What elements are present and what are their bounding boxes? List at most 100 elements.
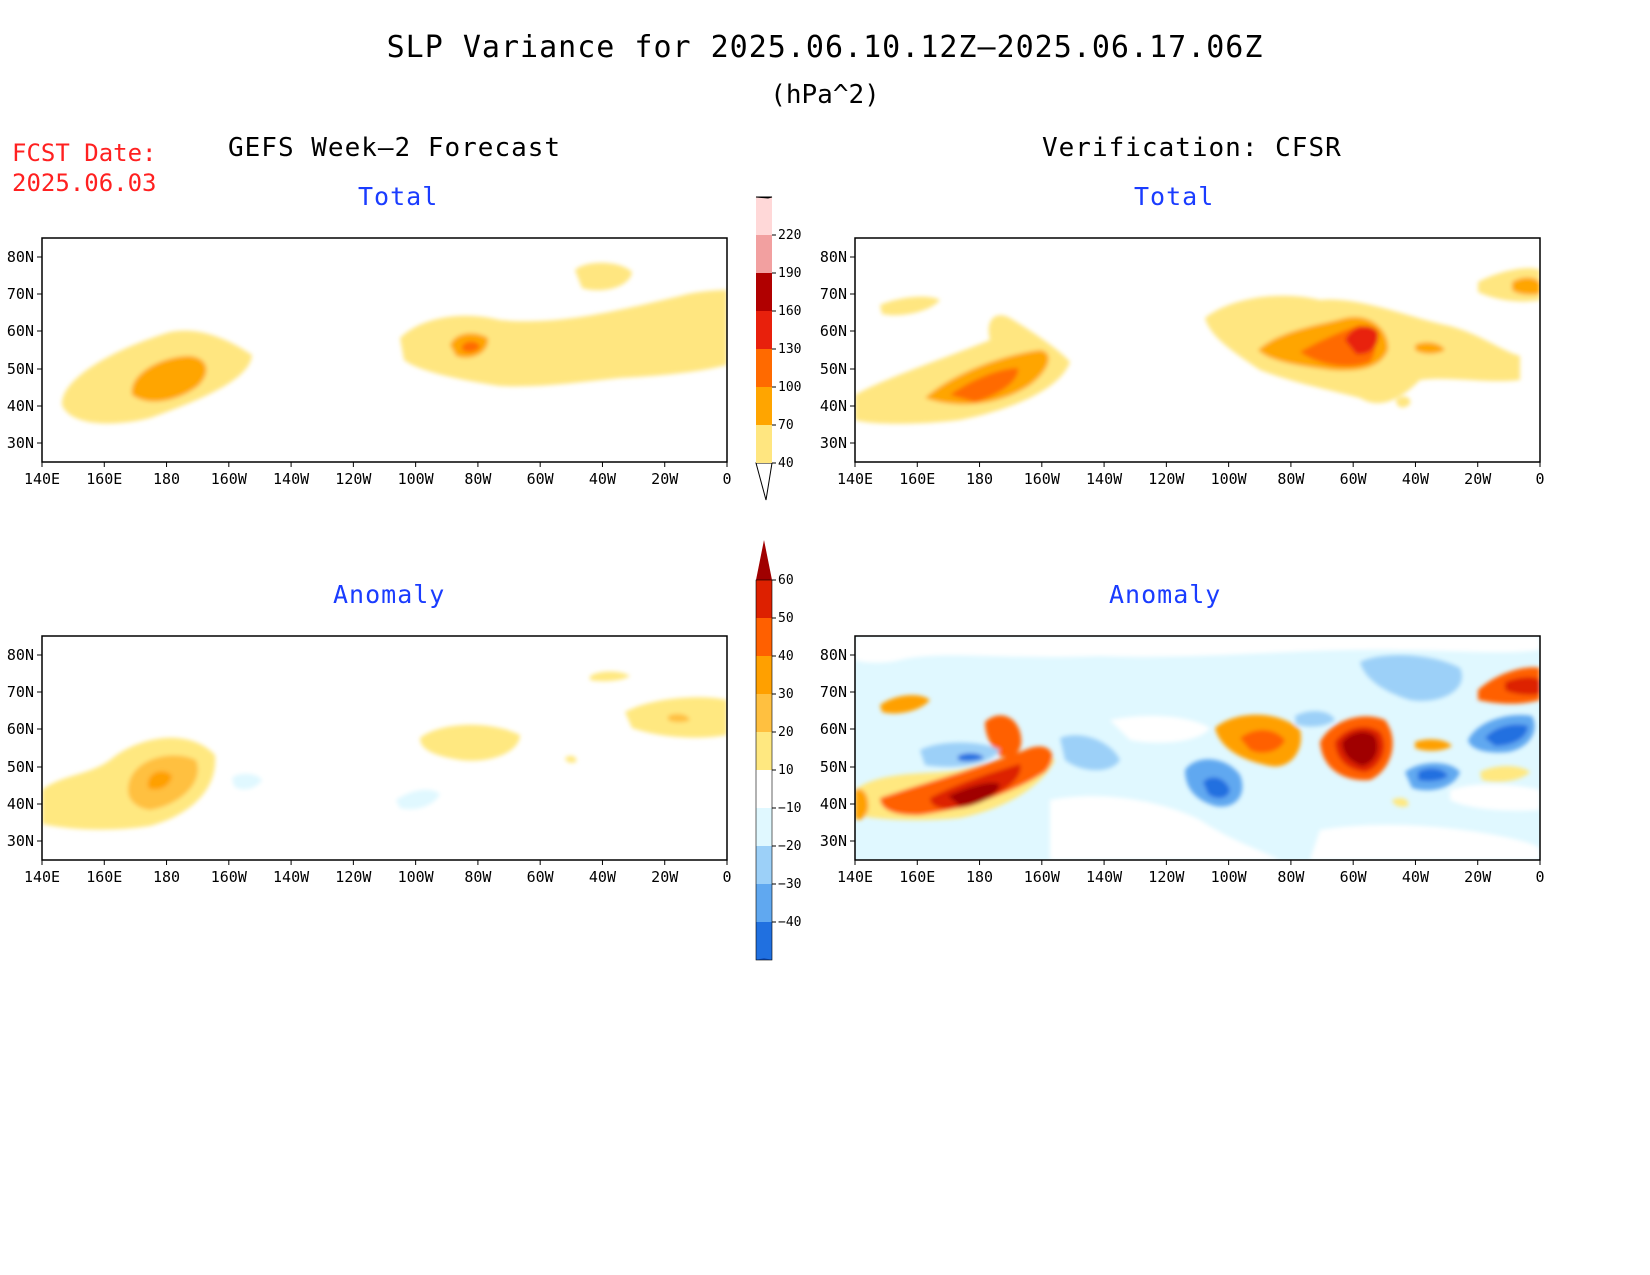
- verification-anomaly-lon-label: 160W: [1024, 868, 1061, 886]
- anomaly-colorbar: 60 50 40 30 20 10 −10 −20 −30 −40: [755, 540, 801, 961]
- verification-anomaly-lat-label: 60N: [820, 720, 847, 738]
- forecast-date-label: FCST Date:: [12, 139, 157, 167]
- colorbar-total-label: 190: [778, 266, 801, 281]
- colorbar-total-swatch: [756, 387, 772, 425]
- verification-anomaly-lon-label: 140E: [837, 868, 873, 886]
- forecast-total-map: [41, 237, 728, 463]
- total-colorbar: 40 70 100 130 160 190 220: [755, 196, 801, 501]
- verification-anomaly-lon-label: 120W: [1148, 868, 1185, 886]
- forecast-anomaly-lon-label: 120W: [335, 868, 372, 886]
- verification-total-title: Total: [1134, 182, 1215, 211]
- colorbar-total-label: 100: [778, 380, 801, 395]
- verification-anomaly-lon-label: 20W: [1464, 868, 1492, 886]
- forecast-total-lat-label: 50N: [7, 360, 34, 378]
- colorbar-anomaly-swatch: [756, 808, 772, 846]
- colorbar-anomaly-swatch: [756, 846, 772, 884]
- colorbar-anomaly-label: 10: [778, 763, 794, 778]
- forecast-total-lon-label: 100W: [398, 470, 435, 488]
- colorbar-total-swatch: [756, 349, 772, 387]
- forecast-anomaly-lon-label: 100W: [398, 868, 435, 886]
- colorbar-anomaly-label: −40: [778, 915, 801, 930]
- colorbar-anomaly-label: 30: [778, 687, 794, 702]
- verification-total-lat-label: 60N: [820, 322, 847, 340]
- colorbar-total-label: 160: [778, 304, 801, 319]
- verification-total-lat-label: 70N: [820, 285, 847, 303]
- verification-total-lon-label: 120W: [1148, 470, 1185, 488]
- verification-total-lon-label: 180: [966, 470, 993, 488]
- verification-anomaly-lat-label: 30N: [820, 832, 847, 850]
- forecast-anomaly-lon-label: 80W: [464, 868, 492, 886]
- forecast-anomaly-lon-label: 40W: [589, 868, 617, 886]
- forecast-anomaly-lon-label: 0: [722, 868, 731, 886]
- verification-anomaly-lon-label: 60W: [1340, 868, 1368, 886]
- verification-anomaly-lon-label: 160E: [899, 868, 935, 886]
- verification-total-lat-label: 80N: [820, 248, 847, 266]
- forecast-anomaly-lat-label: 30N: [7, 832, 34, 850]
- verification-anomaly-lat-label: 50N: [820, 758, 847, 776]
- verification-total-lat-label: 40N: [820, 397, 847, 415]
- forecast-total-lon-label: 180: [153, 470, 180, 488]
- forecast-anomaly-lon-label: 60W: [527, 868, 555, 886]
- colorbar-anomaly-label: −20: [778, 839, 801, 854]
- forecast-total-lon-label: 160W: [211, 470, 248, 488]
- verification-total-lon-label: 0: [1535, 470, 1544, 488]
- forecast-total-lon-label: 20W: [651, 470, 679, 488]
- verification-anomaly-lon-label: 180: [966, 868, 993, 886]
- verification-total-lat-label: 50N: [820, 360, 847, 378]
- verification-total-lon-label: 160E: [899, 470, 935, 488]
- units-label: (hPa^2): [770, 80, 880, 110]
- colorbar-anomaly-swatch: [756, 656, 772, 694]
- verification-anomaly-lat-label: 70N: [820, 683, 847, 701]
- forecast-anomaly-lat-label: 60N: [7, 720, 34, 738]
- forecast-anomaly-lon-label: 160W: [211, 868, 248, 886]
- forecast-anomaly-lon-label: 140W: [273, 868, 310, 886]
- verification-anomaly-map: [854, 635, 1541, 861]
- colorbar-anomaly-label: 50: [778, 611, 794, 626]
- verification-total-lon-label: 160W: [1024, 470, 1061, 488]
- chart-title: SLP Variance for 2025.06.10.12Z–2025.06.…: [386, 30, 1264, 65]
- forecast-date: FCST Date: 2025.06.03: [12, 138, 157, 198]
- forecast-anomaly-lon-label: 140E: [24, 868, 60, 886]
- verification-anomaly-lon-label: 80W: [1277, 868, 1305, 886]
- verification-total-lon-label: 80W: [1277, 470, 1305, 488]
- forecast-anomaly-lat-label: 50N: [7, 758, 34, 776]
- forecast-anomaly-lon-label: 160E: [86, 868, 122, 886]
- forecast-total-title: Total: [358, 182, 439, 211]
- colorbar-anomaly-label: 40: [778, 649, 794, 664]
- verification-total-lat-label: 30N: [820, 434, 847, 452]
- verification-total-lon-label: 40W: [1402, 470, 1430, 488]
- colorbar-anomaly-swatch: [756, 694, 772, 732]
- verification-anomaly-lat-label: 80N: [820, 646, 847, 664]
- colorbar-anomaly-swatch: [756, 580, 772, 618]
- colorbar-total-lower-wedge: [755, 462, 773, 501]
- forecast-total-lon-label: 160E: [86, 470, 122, 488]
- forecast-column-title: GEFS Week–2 Forecast: [228, 133, 562, 163]
- colorbar-anomaly-lower-wedge: [756, 958, 772, 960]
- colorbar-total-swatch: [756, 425, 772, 463]
- verification-total-lon-label: 140E: [837, 470, 873, 488]
- verification-anomaly-lon-label: 140W: [1086, 868, 1123, 886]
- forecast-anomaly-map: [41, 635, 728, 861]
- colorbar-total-label: 130: [778, 342, 801, 357]
- forecast-anomaly-title: Anomaly: [333, 580, 446, 609]
- colorbar-total-label: 220: [778, 228, 801, 243]
- colorbar-total-upper-wedge: [755, 196, 773, 199]
- verification-total-map: [854, 237, 1541, 463]
- colorbar-total-swatch: [756, 197, 772, 235]
- colorbar-anomaly-swatch: [756, 922, 772, 960]
- colorbar-anomaly-swatch: [756, 884, 772, 922]
- forecast-total-lon-label: 140W: [273, 470, 310, 488]
- forecast-anomaly-lat-label: 80N: [7, 646, 34, 664]
- forecast-total-lon-label: 60W: [527, 470, 555, 488]
- colorbar-total-swatch: [756, 311, 772, 349]
- verification-anomaly-lon-label: 100W: [1211, 868, 1248, 886]
- forecast-total-lat-label: 40N: [7, 397, 34, 415]
- verification-anomaly-lon-label: 40W: [1402, 868, 1430, 886]
- forecast-anomaly-lat-label: 40N: [7, 795, 34, 813]
- colorbar-anomaly-swatch: [756, 618, 772, 656]
- forecast-anomaly-lon-label: 180: [153, 868, 180, 886]
- verification-total-lon-label: 100W: [1211, 470, 1248, 488]
- colorbar-total-label: 70: [778, 418, 794, 433]
- forecast-total-lat-label: 60N: [7, 322, 34, 340]
